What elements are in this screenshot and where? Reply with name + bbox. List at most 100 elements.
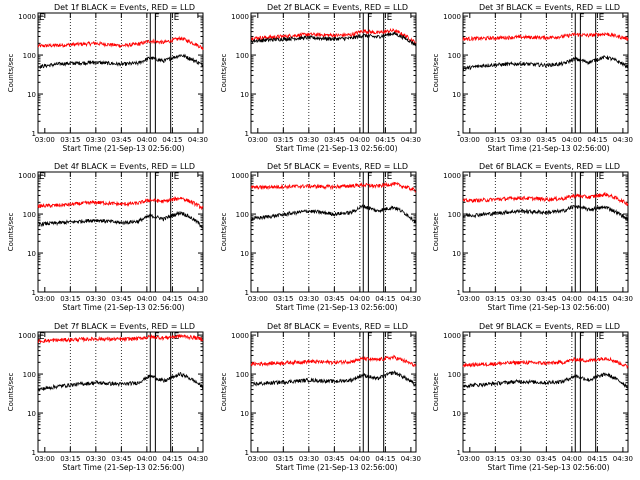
y-tick-label: 10 (240, 250, 249, 258)
x-tick-label: 04:30 (613, 136, 633, 144)
y-tick-label: 1 (245, 130, 249, 138)
plot-frame (37, 331, 204, 453)
x-tick-label: 03:30 (86, 455, 106, 463)
x-tick-label: 04:30 (188, 136, 208, 144)
y-tick-label: 1000 (231, 13, 249, 21)
panel-title: Det 6f BLACK = Events, RED = LLD (479, 162, 620, 171)
y-tick-label: 10 (240, 91, 249, 99)
x-tick-label: 03:45 (111, 455, 131, 463)
x-tick-label: 03:15 (485, 455, 505, 463)
x-tick-label: 03:00 (460, 136, 480, 144)
x-tick-label: 03:00 (460, 295, 480, 303)
x-tick-label: 03:45 (111, 136, 131, 144)
panel-title: Det 1f BLACK = Events, RED = LLD (54, 3, 195, 12)
y-axis-label: Counts/sec (432, 373, 440, 412)
y-tick-label: 1000 (231, 172, 249, 180)
event-label-e: E (387, 332, 393, 342)
x-tick-label: 03:30 (86, 295, 106, 303)
series-lld-line (37, 35, 204, 51)
y-tick-label: 1 (32, 130, 36, 138)
x-tick-label: 03:45 (536, 295, 556, 303)
y-tick-label: 1000 (18, 332, 36, 340)
x-tick-label: 04:30 (188, 295, 208, 303)
y-axis-label: Counts/sec (432, 213, 440, 252)
x-tick-label: 03:30 (511, 455, 531, 463)
y-tick-label: 1 (457, 289, 461, 297)
y-tick-label: 1 (32, 449, 36, 457)
y-tick-label: 1000 (443, 172, 461, 180)
x-tick-label: 04:30 (188, 455, 208, 463)
panel-title: Det 5f BLACK = Events, RED = LLD (267, 162, 408, 171)
event-label-f: F (367, 172, 372, 182)
series-events-line (463, 204, 629, 222)
x-tick-label: 03:00 (460, 455, 480, 463)
x-tick-label: 03:15 (273, 295, 293, 303)
plot-frame (37, 171, 204, 293)
series-lld-line (250, 181, 417, 193)
x-tick-label: 04:15 (162, 295, 182, 303)
y-axis-label: Counts/sec (220, 373, 228, 412)
y-tick-label: 1 (245, 449, 249, 457)
x-tick-label: 03:00 (248, 455, 268, 463)
y-tick-label: 1 (457, 449, 461, 457)
panel-title: Det 9f BLACK = Events, RED = LLD (479, 322, 620, 331)
event-label-f: F (579, 172, 584, 182)
series-lld-line (37, 333, 204, 344)
series-events-line (462, 55, 629, 72)
event-label-e: E (599, 172, 605, 182)
x-tick-label: 03:45 (536, 136, 556, 144)
x-tick-label: 03:15 (485, 136, 505, 144)
x-tick-label: 03:00 (35, 455, 55, 463)
panel-title: Det 8f BLACK = Events, RED = LLD (267, 322, 408, 331)
y-tick-label: 100 (448, 371, 461, 379)
x-tick-label: 04:00 (137, 295, 157, 303)
x-tick-label: 04:15 (587, 136, 607, 144)
x-tick-label: 03:15 (60, 455, 80, 463)
series-lld-line (250, 354, 417, 368)
y-axis-label: Counts/sec (220, 213, 228, 252)
x-tick-label: 03:45 (111, 295, 131, 303)
x-tick-label: 04:00 (350, 136, 370, 144)
event-label-e: E (174, 172, 180, 182)
series-events-line (250, 31, 417, 47)
plot-frame (462, 331, 629, 453)
x-tick-label: 04:15 (162, 136, 182, 144)
x-tick-label: 04:30 (401, 455, 421, 463)
x-tick-label: 04:30 (613, 455, 633, 463)
x-tick-label: 03:15 (273, 455, 293, 463)
y-axis-label: Counts/sec (220, 54, 228, 93)
x-tick-label: 04:15 (587, 295, 607, 303)
x-tick-label: 04:15 (587, 455, 607, 463)
x-tick-label: 03:45 (324, 295, 344, 303)
series-lld-line (37, 196, 204, 211)
y-axis-label: Counts/sec (7, 213, 15, 252)
plot-frame (250, 331, 417, 453)
y-tick-label: 100 (23, 371, 36, 379)
y-axis-label: Counts/sec (7, 373, 15, 412)
y-tick-label: 10 (452, 91, 461, 99)
event-label-e: E (174, 13, 180, 23)
x-tick-label: 03:00 (248, 295, 268, 303)
x-tick-label: 03:30 (86, 136, 106, 144)
plot-frame (37, 12, 204, 134)
y-tick-label: 10 (452, 410, 461, 418)
y-tick-label: 10 (27, 250, 36, 258)
y-tick-label: 1000 (443, 332, 461, 340)
x-tick-label: 04:00 (562, 455, 582, 463)
x-tick-label: 03:45 (536, 455, 556, 463)
panel-title: Det 2f BLACK = Events, RED = LLD (267, 3, 408, 12)
event-label-e: E (599, 13, 605, 23)
x-tick-label: 04:30 (613, 295, 633, 303)
series-lld-line (462, 191, 629, 207)
x-tick-label: 04:15 (375, 136, 395, 144)
series-events-line (38, 371, 204, 393)
x-tick-label: 04:00 (562, 136, 582, 144)
y-axis-label: Counts/sec (7, 54, 15, 93)
